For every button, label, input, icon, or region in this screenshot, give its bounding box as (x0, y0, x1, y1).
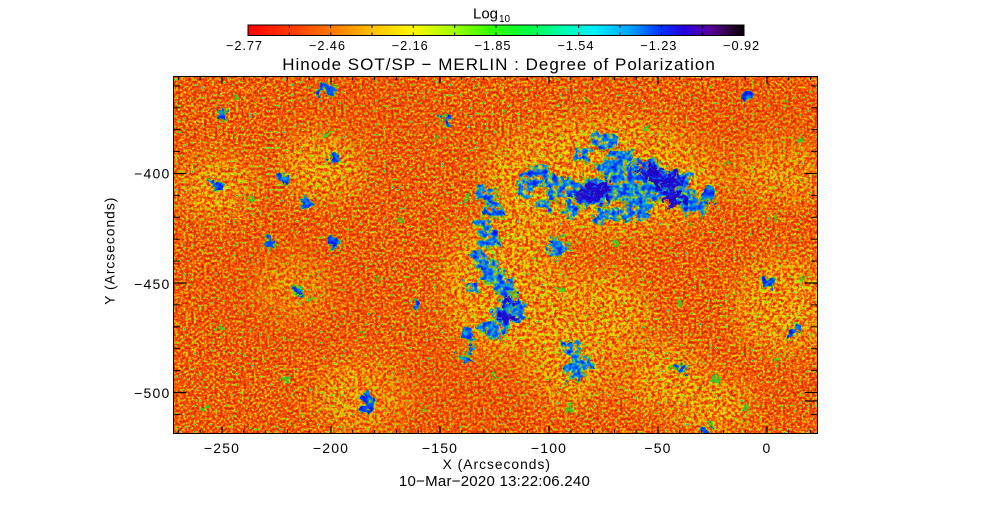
svg-text:10−Mar−2020 13:22:06.240: 10−Mar−2020 13:22:06.240 (399, 473, 590, 490)
svg-text:−0.92: −0.92 (723, 38, 760, 53)
svg-text:Log: Log (473, 6, 498, 23)
svg-text:−250: −250 (204, 440, 240, 456)
svg-text:−150: −150 (422, 440, 458, 456)
svg-text:10: 10 (499, 14, 511, 25)
svg-text:−400: −400 (134, 165, 170, 181)
svg-text:−500: −500 (134, 385, 170, 401)
svg-text:−50: −50 (644, 440, 671, 456)
svg-text:−1.54: −1.54 (557, 38, 594, 53)
svg-text:−2.16: −2.16 (392, 38, 429, 53)
svg-text:−450: −450 (134, 276, 170, 292)
svg-text:Y (Arcseconds): Y (Arcseconds) (103, 197, 118, 305)
svg-text:−200: −200 (313, 440, 349, 456)
svg-text:−1.23: −1.23 (640, 38, 677, 53)
svg-text:−2.77: −2.77 (226, 38, 263, 53)
svg-text:−100: −100 (531, 440, 567, 456)
svg-text:−1.85: −1.85 (475, 38, 512, 53)
svg-text:0: 0 (763, 440, 772, 456)
svg-text:X (Arcseconds): X (Arcseconds) (443, 457, 551, 472)
svg-text:Hinode SOT/SP − MERLIN : Degre: Hinode SOT/SP − MERLIN : Degree of Polar… (282, 55, 716, 74)
svg-text:−2.46: −2.46 (309, 38, 346, 53)
